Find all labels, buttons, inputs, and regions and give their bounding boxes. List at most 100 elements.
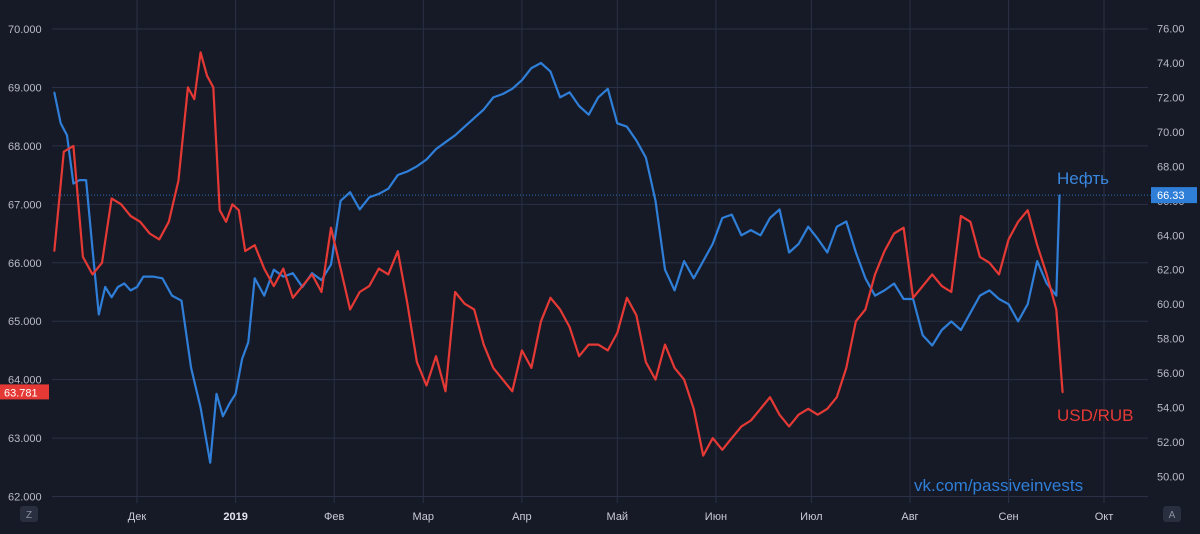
oil-current-badge-bg	[1151, 187, 1197, 204]
oil-point	[454, 134, 456, 137]
usd-rub-point	[139, 221, 141, 223]
usd-rub-point	[199, 51, 202, 54]
oil-point	[397, 174, 399, 176]
oil-point	[273, 268, 275, 271]
usd-rub-point	[521, 349, 523, 352]
oil-point	[59, 122, 62, 125]
oil-point	[425, 158, 428, 161]
oil-point	[769, 217, 771, 219]
oil-point	[645, 156, 647, 159]
oil-point	[1058, 194, 1061, 196]
oil-point	[807, 225, 809, 228]
oil-point	[241, 358, 243, 361]
oil-point	[190, 367, 192, 369]
watermark-link[interactable]: vk.com/passiveinvests	[914, 476, 1083, 495]
usd-rub-point	[177, 180, 180, 182]
usd-rub-point	[463, 302, 466, 305]
series-layer	[53, 51, 1064, 464]
usd-rub-point	[218, 209, 221, 211]
oil-point	[740, 234, 743, 237]
usd-current-value: 63.781	[4, 387, 38, 399]
oil-point	[578, 105, 580, 107]
usd-rub-point	[883, 250, 886, 252]
oil-point	[568, 91, 571, 94]
oil-point	[816, 237, 819, 240]
oil-point	[349, 191, 351, 193]
oil-point	[731, 213, 733, 216]
oil-point	[969, 312, 972, 314]
usd-rub-point	[193, 98, 196, 100]
oil-point	[778, 208, 781, 211]
oil-point	[85, 179, 87, 181]
oil-point	[635, 139, 638, 142]
usd-rub-point	[1045, 273, 1048, 276]
usd-current-badge-bg	[0, 384, 49, 400]
oil-point	[979, 294, 981, 297]
oil-point	[702, 260, 704, 262]
grid-layer	[52, 0, 1151, 503]
usd-rub-point	[874, 273, 876, 276]
oil-point	[209, 461, 211, 464]
oil-point	[129, 289, 132, 292]
usd-rub-point	[864, 308, 867, 311]
x-tick-label: Апр	[512, 511, 531, 523]
usd-rub-point	[654, 378, 657, 381]
right-tick-label: 52.00	[1157, 437, 1185, 449]
usd-rub-point	[683, 378, 685, 381]
usd-rub-point	[110, 197, 113, 200]
usd-rub-point	[759, 408, 762, 410]
right-tick-label: 74.00	[1157, 58, 1185, 70]
right-tick-label: 54.00	[1157, 403, 1185, 415]
right-tick-label: 60.00	[1157, 299, 1185, 311]
zoom-reset-button[interactable]: Z	[20, 506, 38, 522]
usd-rub-point	[244, 250, 246, 252]
usd-rub-point	[148, 232, 151, 235]
usd-rub-point	[645, 361, 647, 363]
oil-point	[330, 263, 332, 266]
x-tick-label: 2019	[223, 511, 247, 523]
oil-point	[1017, 320, 1019, 323]
oil-point	[473, 117, 476, 119]
usd-rub-point	[1026, 209, 1029, 211]
usd-rub-point	[416, 361, 418, 363]
usd-rub-point	[988, 262, 991, 264]
usd-rub-point	[578, 355, 580, 358]
oil-point	[883, 289, 886, 292]
oil-point	[597, 96, 599, 99]
x-tick-label: Мар	[413, 511, 435, 523]
usd-rub-point	[559, 308, 561, 311]
usd-rub-point	[816, 413, 819, 416]
oil-point	[1055, 294, 1058, 297]
oil-point	[540, 62, 542, 64]
oil-point	[66, 134, 68, 137]
oil-point	[263, 294, 266, 297]
usd-rub-point	[282, 267, 285, 270]
oil-point	[123, 282, 126, 285]
right-tick-label: 56.00	[1157, 368, 1185, 380]
oil-current-value: 66.33	[1157, 190, 1185, 202]
oil-point	[378, 193, 380, 195]
oil-current-badge: 66.33	[1151, 187, 1197, 204]
usd-rub-point	[807, 408, 809, 410]
left-tick-label: 66.000	[8, 258, 42, 270]
oil-point	[921, 334, 924, 337]
usd-rub-point	[435, 355, 437, 358]
oil-point	[161, 277, 164, 280]
usd-series-label: USD/RUB	[1057, 406, 1134, 425]
usd-rub-point	[1036, 244, 1038, 246]
right-tick-label: 70.00	[1157, 127, 1185, 139]
usd-rub-point	[406, 302, 409, 305]
oil-point	[998, 298, 1000, 300]
oil-point	[358, 208, 361, 211]
auto-scale-button[interactable]: A	[1163, 506, 1181, 522]
oil-point	[416, 165, 418, 168]
left-tick-label: 67.000	[8, 199, 42, 211]
oil-point	[530, 67, 533, 69]
right-tick-label: 76.00	[1157, 24, 1185, 36]
oil-point	[199, 406, 202, 409]
x-tick-label: Сен	[999, 511, 1019, 523]
usd-rub-point	[607, 349, 609, 352]
oil-point	[406, 170, 409, 173]
usd-rub-point	[82, 256, 84, 258]
oil-point	[292, 272, 294, 275]
